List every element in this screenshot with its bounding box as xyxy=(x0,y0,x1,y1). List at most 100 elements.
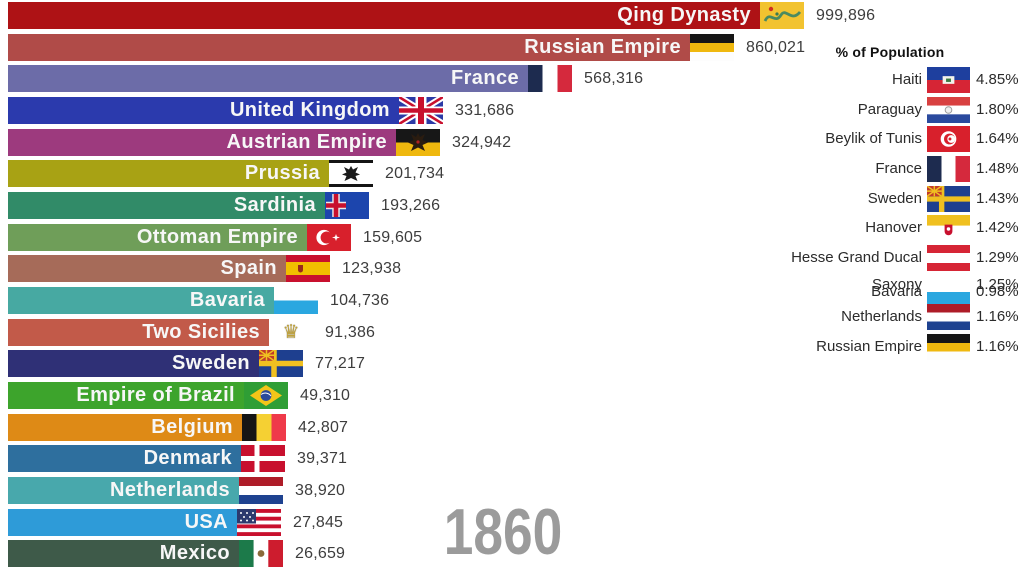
percent-value-paraguay: 1.80% xyxy=(976,100,1019,118)
bar-value-denmark: 39,371 xyxy=(297,450,348,468)
bar-value-ottoman-empire: 159,605 xyxy=(363,228,423,246)
bar-row-netherlands: Netherlands 38,920 xyxy=(0,476,1024,504)
bar-value-qing-dynasty: 999,896 xyxy=(816,7,876,24)
sweden-union-flag-icon xyxy=(927,185,970,212)
bar-row-spain: Spain 123,938 xyxy=(0,255,1024,283)
netherlands-flag-icon xyxy=(927,304,970,331)
percent-value-hanover: 1.42% xyxy=(976,219,1019,237)
bar-austrian-empire: Austrian Empire xyxy=(8,128,396,156)
percent-panel-title: % of Population xyxy=(835,44,945,60)
bar-label-austrian-empire: Austrian Empire xyxy=(226,130,387,153)
usa-flag-icon xyxy=(237,508,281,536)
percent-row-beylik-of-tunis: Beylik of Tunis 1.64% xyxy=(760,126,1024,153)
percent-row-paraguay: Paraguay 1.80% xyxy=(760,96,1024,123)
percent-value-beylik-of-tunis: 1.64% xyxy=(976,130,1019,148)
percent-value-hesse-grand-ducal: 1.29% xyxy=(976,248,1019,266)
belgium-flag-icon xyxy=(242,413,286,441)
bar-label-spain: Spain xyxy=(220,257,277,280)
bar-row-denmark: Denmark 39,371 xyxy=(0,445,1024,473)
bar-united-kingdom: United Kingdom xyxy=(8,96,399,124)
bar-row-qing-dynasty: Qing Dynasty 999,896 xyxy=(0,2,1024,29)
bar-label-usa: USA xyxy=(184,510,228,533)
netherlands-flag-icon xyxy=(239,476,283,504)
bar-label-france: France xyxy=(451,67,519,90)
bar-value-usa: 27,845 xyxy=(293,513,344,531)
bar-row-austrian-empire: Austrian Empire 324,942 xyxy=(0,128,1024,156)
bar-label-russian-empire: Russian Empire xyxy=(524,35,681,58)
bar-value-prussia: 201,734 xyxy=(385,165,445,183)
percent-row-sweden: Sweden 1.43% xyxy=(760,185,1024,212)
bar-label-mexico: Mexico xyxy=(159,542,230,565)
percent-value-russian-empire: 1.16% xyxy=(976,337,1019,355)
bar-value-bavaria: 104,736 xyxy=(330,291,390,309)
bavaria-flag-icon xyxy=(927,278,970,305)
bar-label-united-kingdom: United Kingdom xyxy=(229,98,390,121)
bar-sardinia: Sardinia xyxy=(8,191,325,219)
percent-label-hanover: Hanover xyxy=(865,219,922,237)
bar-value-austrian-empire: 324,942 xyxy=(452,133,512,151)
bar-value-spain: 123,938 xyxy=(342,260,402,278)
bar-value-belgium: 42,807 xyxy=(298,418,349,436)
qing-flag-icon xyxy=(760,2,804,29)
bar-label-two-sicilies: Two Sicilies xyxy=(142,320,260,343)
bar-value-netherlands: 38,920 xyxy=(295,481,346,499)
percent-row-france: France 1.48% xyxy=(760,155,1024,182)
percent-label-beylik-of-tunis: Beylik of Tunis xyxy=(825,130,922,148)
bar-mexico: Mexico xyxy=(8,540,239,568)
prussia-flag-icon xyxy=(329,160,373,188)
bar-row-france: France 568,316 xyxy=(0,65,1024,93)
austrian-empire-flag-icon xyxy=(396,128,440,156)
bar-row-mexico: Mexico 26,659 xyxy=(0,540,1024,568)
percent-row-netherlands: Netherlands 1.16% xyxy=(760,304,1024,331)
bar-value-united-kingdom: 331,686 xyxy=(455,101,515,119)
bar-label-qing-dynasty: Qing Dynasty xyxy=(617,4,751,26)
bar-value-sweden: 77,217 xyxy=(315,355,366,373)
uk-flag-icon xyxy=(399,96,443,124)
bar-belgium: Belgium xyxy=(8,413,242,441)
bar-row-ottoman-empire: Ottoman Empire 159,605 xyxy=(0,223,1024,251)
sweden-union-flag-icon xyxy=(259,350,303,378)
bar-empire-of-brazil: Empire of Brazil xyxy=(8,381,244,409)
brazil-flag-icon xyxy=(244,381,288,409)
bar-label-belgium: Belgium xyxy=(151,415,233,438)
percent-panel: % of Population Haiti 4.85% Paraguay 1.80% B… xyxy=(760,40,1024,370)
percent-row-haiti: Haiti 4.85% xyxy=(760,67,1024,93)
bar-row-bavaria: Bavaria 104,736 xyxy=(0,286,1024,314)
bar-row-usa: USA 27,845 xyxy=(0,508,1024,536)
bar-denmark: Denmark xyxy=(8,445,241,473)
bar-two-sicilies: Two Sicilies xyxy=(8,318,269,346)
france-flag-icon xyxy=(528,65,572,93)
percent-row-saxony: Saxony 1.25% xyxy=(760,272,1024,298)
percent-label-russian-empire: Russian Empire xyxy=(816,337,922,355)
bar-label-ottoman-empire: Ottoman Empire xyxy=(136,225,298,248)
bar-value-sardinia: 193,266 xyxy=(381,196,441,214)
bar-label-denmark: Denmark xyxy=(143,447,232,470)
bar-label-sweden: Sweden xyxy=(172,352,250,375)
bar-label-sardinia: Sardinia xyxy=(233,193,316,216)
bar-france: France xyxy=(8,65,528,93)
percent-value-france: 1.48% xyxy=(976,159,1019,177)
sardinia-flag-icon xyxy=(325,191,369,219)
bar-label-bavaria: Bavaria xyxy=(189,288,265,311)
bar-value-empire-of-brazil: 49,310 xyxy=(300,386,351,404)
denmark-flag-icon xyxy=(241,445,285,473)
percent-label-paraguay: Paraguay xyxy=(857,100,922,118)
spain-flag-icon xyxy=(286,255,330,283)
bar-row-sweden: Sweden 77,217 xyxy=(0,350,1024,378)
bar-label-netherlands: Netherlands xyxy=(110,478,230,501)
percent-label-hesse-grand-ducal: Hesse Grand Ducal xyxy=(791,248,922,266)
percent-label-saxony: Saxony xyxy=(871,275,922,293)
hesse-flag-icon xyxy=(927,244,970,271)
bar-russian-empire: Russian Empire xyxy=(8,33,690,61)
year-label: 1860 xyxy=(443,495,563,568)
bar-label-empire-of-brazil: Empire of Brazil xyxy=(76,383,235,406)
ottoman-flag-icon xyxy=(307,223,351,251)
bar-row-prussia: Prussia 201,734 xyxy=(0,160,1024,188)
bar-usa: USA xyxy=(8,508,237,536)
percent-label-sweden: Sweden xyxy=(867,189,922,207)
percent-value-netherlands: 1.16% xyxy=(976,308,1019,326)
bar-prussia: Prussia xyxy=(8,160,329,188)
haiti-flag-icon xyxy=(927,67,970,93)
percent-label-haiti: Haiti xyxy=(891,71,922,88)
